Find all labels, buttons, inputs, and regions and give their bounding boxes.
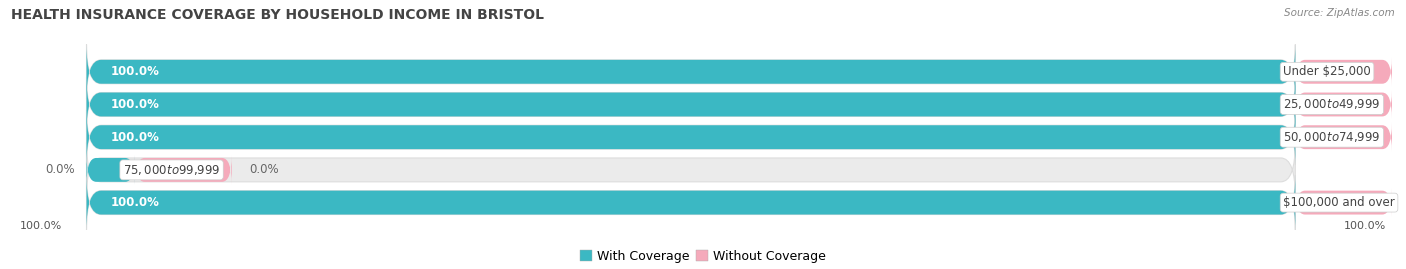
Text: HEALTH INSURANCE COVERAGE BY HOUSEHOLD INCOME IN BRISTOL: HEALTH INSURANCE COVERAGE BY HOUSEHOLD I… — [11, 8, 544, 22]
FancyBboxPatch shape — [87, 175, 1295, 230]
FancyBboxPatch shape — [1295, 123, 1392, 151]
FancyBboxPatch shape — [87, 175, 1295, 230]
Text: 100.0%: 100.0% — [111, 196, 160, 209]
Text: $100,000 and over: $100,000 and over — [1284, 196, 1395, 209]
FancyBboxPatch shape — [1295, 188, 1392, 217]
FancyBboxPatch shape — [87, 156, 135, 184]
Text: $50,000 to $74,999: $50,000 to $74,999 — [1284, 130, 1381, 144]
Text: Under $25,000: Under $25,000 — [1284, 65, 1371, 78]
Text: 100.0%: 100.0% — [111, 65, 160, 78]
Text: 0.0%: 0.0% — [45, 163, 75, 176]
FancyBboxPatch shape — [87, 110, 1295, 165]
FancyBboxPatch shape — [135, 156, 232, 184]
FancyBboxPatch shape — [87, 44, 1295, 99]
Text: 100.0%: 100.0% — [111, 98, 160, 111]
Text: $75,000 to $99,999: $75,000 to $99,999 — [122, 163, 221, 177]
Legend: With Coverage, Without Coverage: With Coverage, Without Coverage — [575, 245, 831, 268]
FancyBboxPatch shape — [87, 143, 1295, 197]
FancyBboxPatch shape — [87, 110, 1295, 165]
Text: 100.0%: 100.0% — [1344, 221, 1386, 231]
Text: 100.0%: 100.0% — [20, 221, 62, 231]
Text: Source: ZipAtlas.com: Source: ZipAtlas.com — [1284, 8, 1395, 18]
Text: 100.0%: 100.0% — [111, 131, 160, 144]
FancyBboxPatch shape — [87, 77, 1295, 132]
FancyBboxPatch shape — [1295, 58, 1392, 86]
FancyBboxPatch shape — [87, 77, 1295, 132]
FancyBboxPatch shape — [1295, 90, 1392, 119]
FancyBboxPatch shape — [87, 44, 1295, 99]
Text: 0.0%: 0.0% — [250, 163, 280, 176]
Text: $25,000 to $49,999: $25,000 to $49,999 — [1284, 97, 1381, 111]
